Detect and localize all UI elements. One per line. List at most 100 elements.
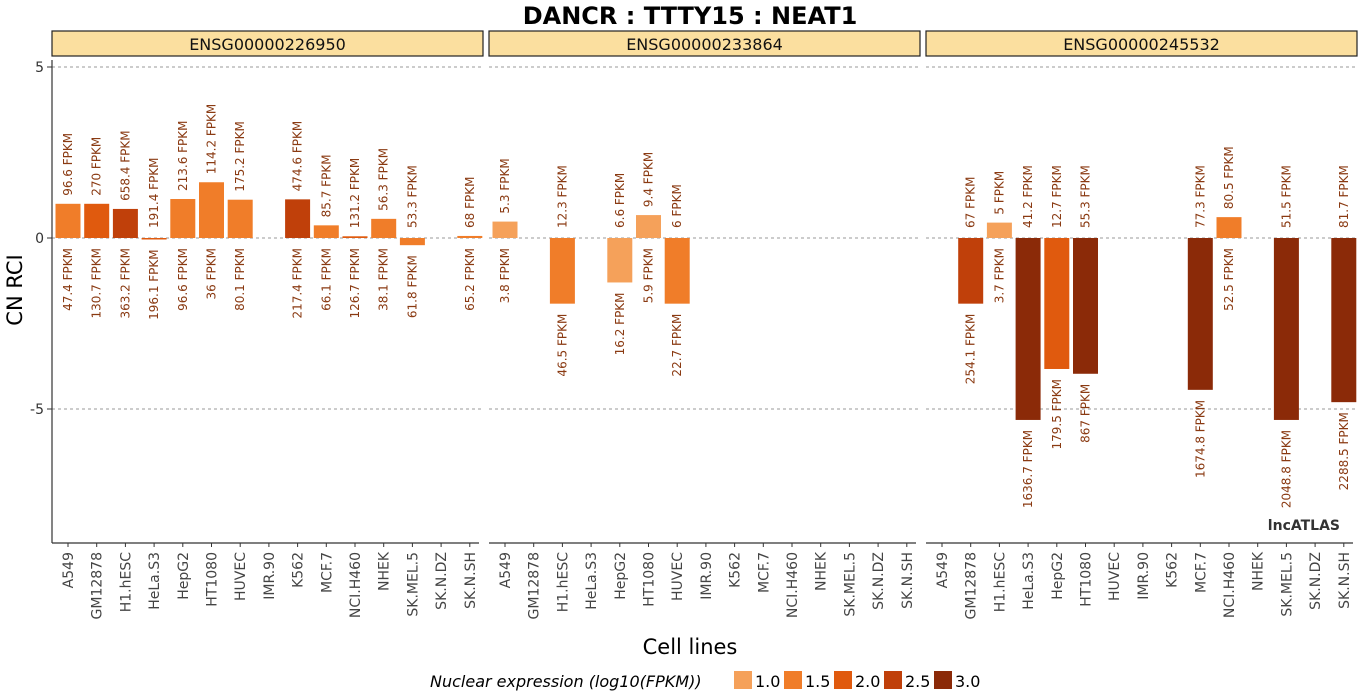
nuclear-fpkm-label: 36 FPKM xyxy=(205,248,219,299)
x-tick-label: SK.MEL.5 xyxy=(405,552,421,617)
x-tick-label: SK.N.DZ xyxy=(871,552,887,610)
nuclear-fpkm-label: 96.6 FPKM xyxy=(176,248,190,311)
x-tick-label: SK.N.DZ xyxy=(1308,552,1324,610)
nuclear-fpkm-label: 52.5 FPKM xyxy=(1222,248,1236,311)
legend-label: 2.0 xyxy=(855,672,880,691)
cyto-fpkm-label: 56.3 FPKM xyxy=(377,148,391,211)
bar-HepG2 xyxy=(170,199,196,238)
x-tick-label: H1.hESC xyxy=(555,552,571,612)
cyto-fpkm-label: 96.6 FPKM xyxy=(61,133,75,196)
cyto-fpkm-label: 474.6 FPKM xyxy=(291,121,305,192)
x-tick-label: HT1080 xyxy=(1079,552,1095,607)
nuclear-fpkm-label: 254.1 FPKM xyxy=(964,314,978,385)
nuclear-fpkm-label: 46.5 FPKM xyxy=(555,314,569,377)
nuclear-fpkm-label: 38.1 FPKM xyxy=(377,248,391,311)
bar-H1.hESC xyxy=(986,222,1012,238)
x-tick-label: SK.N.SH xyxy=(463,552,479,609)
x-tick-label: HepG2 xyxy=(613,552,629,600)
x-axis-label: Cell lines xyxy=(643,635,738,659)
nuclear-fpkm-label: 3.8 FPKM xyxy=(498,248,512,303)
bar-SK.MEL.5 xyxy=(1273,238,1299,420)
x-tick-label: A549 xyxy=(935,552,951,588)
x-tick-label: HUVEC xyxy=(670,552,686,601)
bar-NHEK xyxy=(371,218,397,238)
bar-SK.N.SH xyxy=(457,235,483,238)
x-tick-label: SK.N.SH xyxy=(1337,552,1353,609)
x-tick-label: GM12878 xyxy=(90,552,106,619)
bar-MCF.7 xyxy=(1187,238,1213,390)
x-tick-label: NCI.H460 xyxy=(348,552,364,618)
bar-H1.hESC xyxy=(112,208,138,238)
nuclear-fpkm-label: 47.4 FPKM xyxy=(61,248,75,311)
nuclear-fpkm-label: 5.9 FPKM xyxy=(642,248,656,303)
cyto-fpkm-label: 81.7 FPKM xyxy=(1337,165,1351,228)
x-tick-label: HUVEC xyxy=(233,552,249,601)
watermark: lncATLAS xyxy=(1268,518,1340,534)
nuclear-fpkm-label: 66.1 FPKM xyxy=(319,248,333,311)
legend-title: Nuclear expression (log10(FPKM)) xyxy=(430,672,702,691)
x-tick-label: SK.MEL.5 xyxy=(1279,552,1295,617)
bar-HUVEC xyxy=(664,238,690,304)
cyto-fpkm-label: 270 FPKM xyxy=(90,137,104,196)
panel-strip-label: ENSG00000226950 xyxy=(189,35,346,54)
y-tick-label: 5 xyxy=(35,60,44,76)
x-tick-label: A549 xyxy=(498,552,514,588)
x-tick-label: HUVEC xyxy=(1107,552,1123,601)
bar-K562 xyxy=(285,199,311,238)
panel-ENSG00000226950: ENSG00000226950 A549 GM12878 H1.hESC HeLa.S3… xyxy=(51,30,484,619)
x-tick-label: HeLa.S3 xyxy=(1021,552,1037,610)
legend-swatch xyxy=(784,671,802,689)
panel-strip xyxy=(925,30,1358,57)
x-tick-label: H1.hESC xyxy=(118,552,134,612)
bar-A549 xyxy=(492,221,518,238)
cyto-fpkm-label: 12.3 FPKM xyxy=(555,165,569,228)
panel-strip-label: ENSG00000245532 xyxy=(1063,35,1220,54)
x-tick-label: HepG2 xyxy=(176,552,192,600)
bar-GM12878 xyxy=(958,238,984,304)
x-tick-label: SK.MEL.5 xyxy=(842,552,858,617)
cyto-fpkm-label: 68 FPKM xyxy=(463,176,477,227)
legend-label: 1.0 xyxy=(755,672,780,691)
x-tick-label: IMR.90 xyxy=(1136,552,1152,600)
bar-NCI.H460 xyxy=(1216,217,1242,238)
nuclear-fpkm-label: 126.7 FPKM xyxy=(348,248,362,319)
y-axis-label: CN RCI xyxy=(3,254,27,325)
x-tick-label: K562 xyxy=(291,552,307,588)
x-tick-label: IMR.90 xyxy=(262,552,278,600)
x-tick-label: SK.N.DZ xyxy=(434,552,450,610)
x-tick-label: MCF.7 xyxy=(1193,552,1209,593)
panels-layer: 5 0 -5 ENSG00000226950 A549 GM12878 H1.hESC HeL… xyxy=(30,30,1358,619)
legend-label: 2.5 xyxy=(905,672,930,691)
nuclear-fpkm-label: 867 FPKM xyxy=(1079,384,1093,443)
cyto-fpkm-label: 131.2 FPKM xyxy=(348,158,362,229)
nuclear-fpkm-label: 363.2 FPKM xyxy=(118,248,132,319)
cyto-fpkm-label: 114.2 FPKM xyxy=(205,104,219,175)
panel-ENSG00000233864: ENSG00000233864 A549 GM12878 H1.hESC HeLa.S3… xyxy=(488,30,921,619)
cyto-fpkm-label: 80.5 FPKM xyxy=(1222,146,1236,209)
x-tick-label: MCF.7 xyxy=(319,552,335,593)
cyto-fpkm-label: 55.3 FPKM xyxy=(1079,165,1093,228)
bar-SK.N.SH xyxy=(1331,238,1357,403)
cyto-fpkm-label: 6 FPKM xyxy=(670,184,684,228)
x-tick-label: GM12878 xyxy=(964,552,980,619)
cyto-fpkm-label: 12.7 FPKM xyxy=(1050,165,1064,228)
legend-swatch xyxy=(934,671,952,689)
x-tick-label: NHEK xyxy=(1251,551,1267,591)
bar-NCI.H460 xyxy=(342,236,368,238)
cyto-fpkm-label: 5.3 FPKM xyxy=(498,158,512,213)
cyto-fpkm-label: 213.6 FPKM xyxy=(176,120,190,191)
x-tick-label: NHEK xyxy=(814,551,830,591)
bar-A549 xyxy=(55,203,81,238)
nuclear-fpkm-label: 217.4 FPKM xyxy=(291,248,305,319)
legend-label: 3.0 xyxy=(955,672,980,691)
legend-swatch xyxy=(734,671,752,689)
cyto-fpkm-label: 41.2 FPKM xyxy=(1021,165,1035,228)
panel-strip-label: ENSG00000233864 xyxy=(626,35,783,54)
nuclear-fpkm-label: 130.7 FPKM xyxy=(90,248,104,319)
bar-HeLa.S3 xyxy=(1015,238,1041,420)
legend-swatch xyxy=(884,671,902,689)
x-tick-label: NCI.H460 xyxy=(785,552,801,618)
cyto-fpkm-label: 175.2 FPKM xyxy=(233,121,247,192)
bar-HT1080 xyxy=(1073,238,1098,374)
